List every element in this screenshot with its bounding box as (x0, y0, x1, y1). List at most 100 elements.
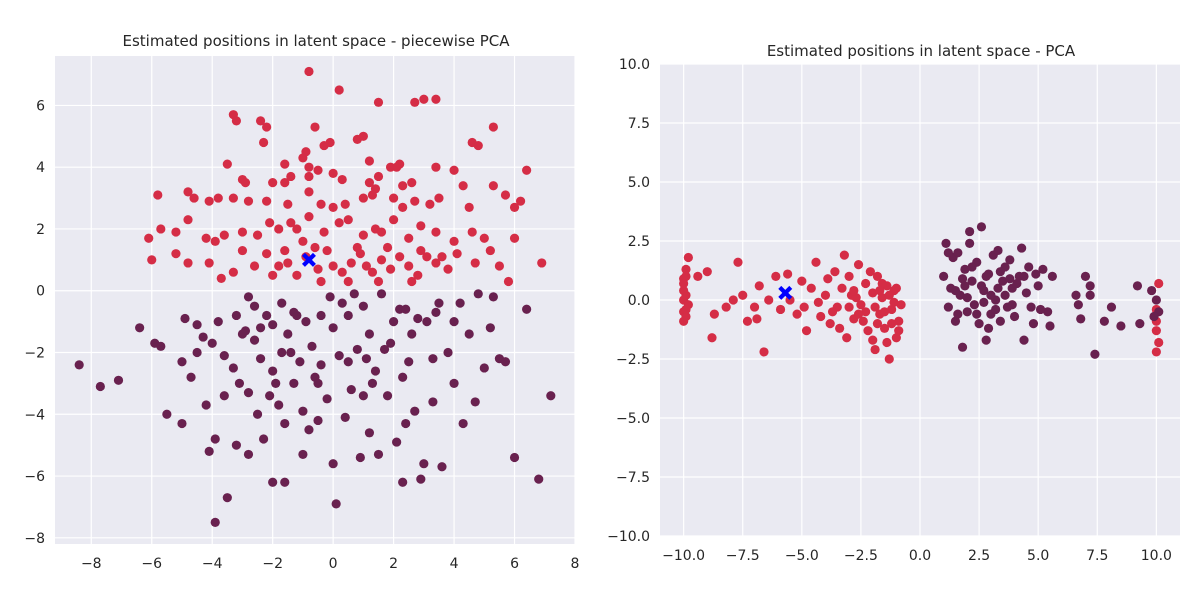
data-point (295, 357, 305, 367)
data-point (243, 196, 254, 206)
data-point (863, 326, 873, 336)
data-point (1151, 347, 1161, 357)
data-point (879, 307, 890, 317)
data-point (811, 257, 821, 267)
data-point (681, 304, 691, 315)
data-point (449, 317, 459, 327)
data-point (177, 357, 187, 367)
data-point (346, 258, 356, 268)
data-point (1033, 281, 1043, 291)
data-point (894, 316, 904, 326)
data-point (398, 181, 408, 191)
data-point (887, 304, 897, 315)
data-point (307, 341, 317, 351)
data-point (1005, 274, 1015, 284)
data-point (943, 248, 953, 258)
data-point (449, 378, 459, 388)
data-point (485, 245, 495, 256)
data-point (373, 449, 384, 460)
data-point (1151, 326, 1161, 336)
data-point (343, 215, 353, 225)
data-point (974, 319, 984, 329)
data-point (534, 474, 544, 484)
data-point (262, 196, 272, 206)
data-point (243, 292, 254, 302)
data-point (749, 302, 760, 312)
data-point (738, 290, 748, 300)
x-tick-label: 10.0 (1141, 548, 1172, 564)
data-point (976, 281, 987, 291)
data-point (419, 459, 429, 469)
data-point (376, 289, 387, 299)
data-point (872, 319, 883, 329)
data-point (373, 97, 384, 107)
data-point (879, 323, 890, 333)
data-point (292, 224, 302, 234)
y-tick-label: 0 (36, 284, 45, 300)
data-point (1151, 295, 1161, 305)
x-tick-label: 7.5 (1086, 548, 1108, 564)
data-point (304, 187, 314, 197)
data-point (437, 252, 447, 262)
highlight-x-marker (778, 285, 793, 300)
data-point (325, 137, 335, 148)
data-point (304, 171, 314, 182)
data-point (192, 320, 202, 330)
data-point (289, 378, 299, 388)
series-points (144, 66, 547, 287)
data-point (376, 227, 387, 237)
data-point (364, 178, 375, 188)
data-point (156, 341, 166, 351)
data-point (234, 378, 245, 388)
data-point (322, 245, 332, 256)
y-tick-label: 5.0 (628, 175, 650, 191)
data-point (286, 171, 296, 182)
data-point (464, 202, 474, 212)
data-point (268, 366, 278, 376)
series-points (679, 250, 1164, 364)
data-point (325, 292, 335, 302)
data-point (183, 187, 193, 197)
data-point (313, 378, 323, 388)
data-point (960, 281, 970, 291)
data-point (995, 267, 1005, 277)
data-point (262, 122, 272, 132)
data-point (856, 300, 866, 310)
data-point (304, 212, 314, 222)
data-point (364, 329, 375, 339)
data-point (392, 162, 402, 172)
data-point (1116, 321, 1126, 331)
data-point (449, 236, 459, 246)
data-point (228, 363, 238, 373)
data-point (343, 310, 353, 321)
data-point (240, 178, 251, 188)
data-point (316, 199, 326, 209)
data-point (1149, 311, 1159, 322)
data-point (509, 233, 520, 243)
data-point (319, 227, 329, 237)
y-tick-label: −2.5 (616, 352, 650, 368)
data-point (177, 418, 187, 429)
data-point (835, 323, 845, 333)
data-point (458, 181, 468, 191)
series-points (939, 222, 1164, 359)
data-point (823, 274, 833, 284)
data-point (289, 307, 299, 317)
data-point (449, 165, 459, 175)
data-point (1038, 264, 1048, 274)
data-point (358, 131, 368, 141)
data-point (398, 372, 408, 382)
data-point (1085, 281, 1095, 291)
data-point (277, 347, 287, 358)
data-point (219, 391, 229, 401)
data-point (286, 347, 296, 358)
data-point (681, 290, 691, 300)
data-point (304, 66, 314, 77)
data-point (522, 304, 532, 314)
data-point (304, 425, 314, 435)
data-point (943, 302, 953, 312)
data-point (681, 271, 691, 281)
data-point (277, 298, 287, 308)
data-point (316, 360, 326, 370)
data-point (976, 222, 987, 232)
